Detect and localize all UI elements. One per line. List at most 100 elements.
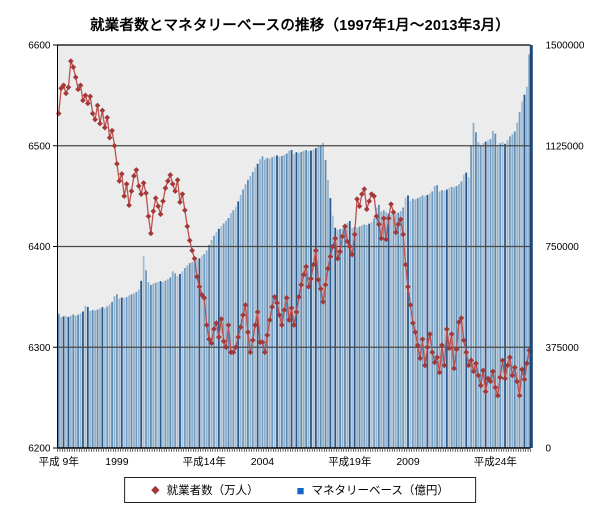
employment-marker [126, 202, 132, 209]
employment-marker [60, 82, 67, 89]
monetary-base-bar [171, 271, 174, 448]
monetary-base-bar [239, 194, 242, 448]
employment-marker [145, 213, 152, 220]
employment-marker [189, 247, 196, 254]
monetary-base-bar [390, 214, 392, 448]
monetary-base-bar [111, 301, 113, 448]
monetary-base-bar [157, 281, 160, 448]
monetary-base-bar [499, 143, 502, 448]
employment-marker [152, 195, 159, 202]
monetary-base-bar [128, 295, 130, 448]
employment-marker [298, 281, 305, 288]
employment-marker [70, 64, 77, 71]
monetary-base-bar [135, 291, 138, 448]
employment-marker [249, 337, 256, 344]
monetary-base-bar [378, 204, 380, 448]
employment-marker [184, 223, 191, 230]
monetary-base-bar [489, 139, 492, 448]
x-axis-tick-label: 平成 9年 [39, 455, 79, 468]
monetary-base-bar [183, 267, 186, 448]
employment-marker [349, 251, 356, 258]
employment-marker [429, 349, 436, 356]
monetary-base-bar [424, 195, 426, 448]
employment-marker [232, 344, 239, 351]
employment-marker [72, 74, 79, 81]
employment-marker [448, 331, 455, 338]
employment-marker [492, 384, 499, 391]
employment-marker [499, 357, 506, 364]
employment-marker [412, 329, 419, 336]
employment-marker [150, 208, 157, 215]
monetary-base-bar [152, 283, 155, 448]
employment-marker [133, 167, 140, 173]
employment-marker [383, 236, 390, 243]
monetary-base-bar [516, 122, 519, 448]
legend-label-employment: 就業者数（万人） [166, 485, 259, 497]
employment-marker [504, 362, 511, 369]
employment-marker [237, 324, 244, 330]
right-axis-tick-label: 1500000 [546, 41, 585, 52]
monetary-base-bar [72, 314, 75, 448]
monetary-base-bar [300, 151, 303, 448]
monetary-base-bar [344, 227, 346, 448]
monetary-base-bar [118, 298, 121, 448]
monetary-base-bar [142, 255, 145, 448]
monetary-base-bar [91, 309, 94, 448]
monetary-base-bar [251, 171, 254, 448]
employment-line [55, 58, 533, 399]
monetary-base-bar [89, 310, 92, 448]
employment-marker [220, 338, 227, 345]
employment-marker [106, 134, 113, 141]
employment-marker [480, 367, 487, 374]
employment-marker [164, 178, 171, 184]
employment-marker [368, 191, 375, 197]
employment-marker [509, 372, 516, 379]
employment-marker [439, 342, 445, 349]
monetary-base-bar [162, 281, 164, 448]
monetary-base-bar [445, 189, 448, 449]
monetary-base-bar [397, 212, 400, 448]
monetary-base-bar [62, 316, 65, 448]
employment-marker [443, 326, 450, 332]
employment-marker [206, 336, 212, 343]
monetary-base-bar [414, 199, 417, 448]
employment-marker [211, 326, 217, 332]
monetary-base-bar [106, 306, 109, 448]
employment-marker [208, 340, 215, 347]
left-axis-tick-label: 6300 [28, 343, 51, 354]
employment-marker [434, 354, 440, 361]
monetary-base-bar [475, 132, 477, 448]
employment-marker [148, 230, 154, 237]
monetary-base-bar [513, 131, 516, 448]
employment-marker [101, 124, 108, 131]
employment-marker [283, 295, 290, 301]
monetary-base-bar [259, 159, 261, 448]
monetary-base-bar [237, 201, 240, 448]
employment-marker [308, 275, 314, 282]
employment-marker [497, 374, 504, 381]
employment-marker [334, 255, 341, 262]
monetary-base-bar [208, 244, 210, 448]
monetary-base-bar [174, 273, 177, 448]
employment-marker [322, 281, 329, 288]
monetary-base-bar [363, 224, 366, 448]
employment-marker [470, 368, 477, 375]
employment-marker [196, 283, 203, 290]
employment-marker [356, 203, 363, 210]
employment-marker [109, 127, 115, 134]
gridlines [57, 145, 531, 348]
monetary-base-bar [234, 206, 237, 448]
monetary-base-bar [438, 191, 441, 449]
monetary-base-bar [242, 189, 244, 449]
monetary-base-bar [470, 144, 472, 448]
employment-marker [305, 283, 312, 290]
employment-marker [293, 309, 300, 315]
employment-marker [359, 191, 365, 197]
monetary-base-bar [506, 140, 509, 448]
monetary-base-bar [319, 145, 322, 448]
monetary-base-bar [327, 180, 329, 448]
employment-marker [511, 364, 518, 371]
employment-marker [514, 378, 521, 385]
